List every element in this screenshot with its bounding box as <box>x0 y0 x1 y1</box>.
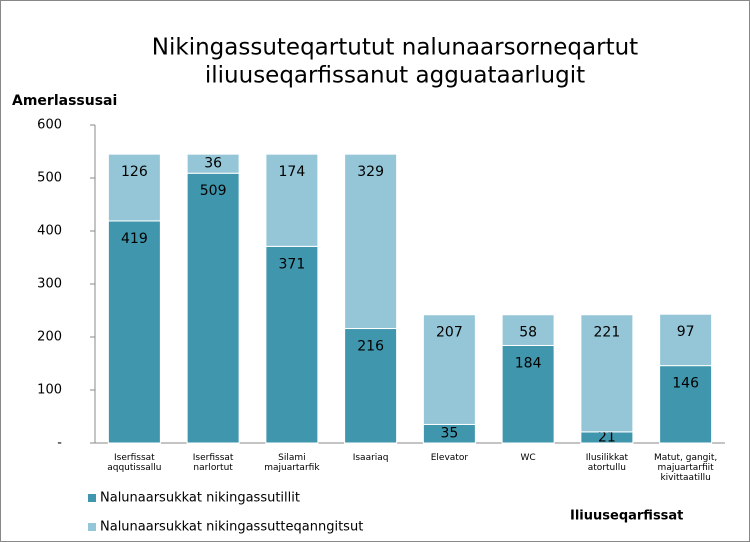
value-label: 419 <box>121 231 148 247</box>
value-label: 146 <box>672 376 699 392</box>
y-axis-label: Amerlassusai <box>12 93 117 109</box>
bar-segment <box>344 153 398 330</box>
y-tick-label: 500 <box>37 171 62 186</box>
bar-segment <box>107 153 161 222</box>
y-tick-label: 600 <box>37 118 62 133</box>
legend-label: Nalunaarsukkat nikingassutteqanngitsut <box>100 520 363 535</box>
chart-title: Nikingassuteqartutut nalunaarsorneqartut <box>152 35 638 61</box>
bar-segment <box>659 365 713 444</box>
x-tick-label: Silami majuartarfik <box>264 453 320 473</box>
bar-segment <box>265 245 319 444</box>
bar-segment <box>422 314 476 425</box>
bar-segment <box>186 172 240 444</box>
y-tick-label: 400 <box>37 224 62 239</box>
value-label: 126 <box>121 164 148 180</box>
value-label: 58 <box>519 325 537 341</box>
value-label: 35 <box>440 426 458 442</box>
legend-swatch <box>88 494 96 502</box>
value-label: 21 <box>598 429 616 445</box>
legend-label: Nalunaarsukkat nikingassutillit <box>100 491 300 506</box>
bar-segment <box>580 314 634 433</box>
bar-segment <box>344 328 398 444</box>
value-label: 36 <box>204 156 222 172</box>
value-label: 509 <box>200 183 227 199</box>
y-tick-label: 200 <box>37 330 62 345</box>
x-tick-label: Ilusilikkat atortullu <box>585 453 629 473</box>
x-axis-label: Iliuuseqarfissat <box>570 509 683 524</box>
bar-segment <box>501 344 555 444</box>
bar-segment <box>265 153 319 247</box>
value-label: 174 <box>279 164 306 180</box>
value-label: 216 <box>357 339 384 355</box>
x-tick-label: WC <box>520 453 536 463</box>
y-tick-label: 100 <box>37 383 62 398</box>
x-tick-label: Iserfissat aqqutissallu <box>107 453 162 473</box>
chart-title: iliuuseqarfissanut agguataarlugit <box>205 63 585 89</box>
value-label: 221 <box>594 325 621 341</box>
x-tick-label: Matut, gangit, majuartarfiit kivittaatil… <box>653 453 718 483</box>
value-label: 97 <box>677 324 695 340</box>
bar-segment <box>186 153 240 174</box>
x-tick-label: Iserfissat narlortut <box>192 453 234 473</box>
legend-swatch <box>88 523 96 531</box>
value-label: 184 <box>515 355 542 371</box>
value-label: 207 <box>436 325 463 341</box>
x-tick-label: Elevator <box>430 453 469 463</box>
x-tick-label: Isaariaq <box>352 453 389 463</box>
bar-segment <box>659 313 713 367</box>
value-label: 329 <box>357 164 384 180</box>
value-label: 371 <box>279 256 306 272</box>
y-tick-label: 300 <box>37 277 62 292</box>
bar-segment <box>107 220 161 444</box>
bar-segment <box>501 314 555 346</box>
y-tick-label: - <box>57 436 62 451</box>
